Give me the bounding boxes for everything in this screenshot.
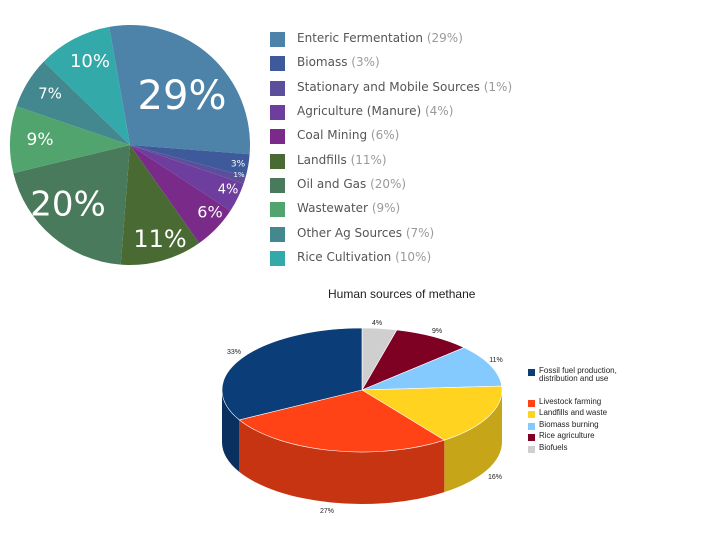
pie-slice-label: 29%	[138, 73, 227, 119]
legend1-item-coal: Coal Mining (6%)	[270, 127, 540, 147]
legend1-swatch	[270, 227, 285, 242]
legend2-label: Fossil fuel production, distribution and…	[539, 366, 617, 383]
pie3d-slice-label: 9%	[432, 328, 442, 335]
legend1-item-other-ag: Other Ag Sources (7%)	[270, 225, 540, 245]
legend1-item-manure: Agriculture (Manure) (4%)	[270, 103, 540, 123]
legend2-swatch	[528, 400, 535, 407]
pie-slice-label: 3%	[231, 160, 246, 170]
legend2-label: Biomass burning	[539, 420, 599, 429]
legend1-swatch	[270, 105, 285, 120]
legend2-swatch	[528, 411, 535, 418]
legend1-swatch	[270, 154, 285, 169]
legend2-label: Livestock farming	[539, 397, 602, 406]
legend2-label: Rice agriculture	[539, 431, 595, 440]
pie3d-side	[444, 390, 502, 493]
legend1-swatch	[270, 32, 285, 47]
pie3d-slice-label: 33%	[227, 349, 241, 356]
pie-slice	[130, 145, 231, 244]
legend1-swatch	[270, 202, 285, 217]
pie-slice	[9, 106, 130, 174]
pie-slice-label: 6%	[197, 203, 222, 222]
pie-slice	[130, 145, 250, 177]
legend1-pct: (1%)	[483, 80, 513, 94]
legend2-swatch	[528, 423, 535, 430]
legend1-pct: (6%)	[370, 128, 400, 142]
legend1-label: Wastewater	[297, 201, 368, 215]
pie-slice	[130, 145, 244, 211]
legend1-item-enteric: Enteric Fermentation (29%)	[270, 30, 540, 50]
pie-slice-label: 11%	[133, 225, 186, 253]
pie-slice	[43, 26, 130, 145]
legend1-item-oil-gas: Oil and Gas (20%)	[270, 176, 540, 196]
pie-slice-label: 4%	[218, 183, 239, 198]
pie3d-side	[239, 419, 445, 505]
pie-slice-label: 9%	[27, 130, 54, 150]
legend1-pct: (9%)	[371, 201, 401, 215]
legend1-label: Coal Mining	[297, 128, 368, 142]
pie3d-slice	[221, 327, 363, 421]
legend2-label: Biofuels	[539, 443, 568, 452]
legend1-label: Enteric Fermentation	[297, 31, 424, 45]
pie-slice-label: 20%	[30, 185, 106, 225]
pie3d-side	[222, 390, 240, 472]
pie3d-slice-label: 16%	[488, 474, 502, 481]
legend1-label: Agriculture (Manure)	[297, 104, 422, 118]
legend1-pct: (3%)	[351, 55, 380, 69]
pie3d-slice-label: 27%	[320, 508, 334, 515]
pie-slice	[120, 145, 200, 265]
legend1-pct: (10%)	[395, 250, 432, 264]
pie3d-slice-label: 11%	[489, 357, 503, 364]
legend1-item-stationary: Stationary and Mobile Sources (1%)	[270, 79, 540, 99]
legend1-label: Other Ag Sources	[297, 226, 402, 240]
legend1-label: Landfills	[297, 153, 347, 167]
pie-slice	[13, 145, 131, 265]
legend2-swatch	[528, 369, 535, 376]
pie3d-slice	[360, 385, 503, 441]
legend1-label: Biomass	[297, 55, 348, 69]
legend1-label: Stationary and Mobile Sources	[297, 80, 480, 94]
legend1-item-landfills: Landfills (11%)	[270, 152, 540, 172]
legend1-label: Oil and Gas	[297, 177, 367, 191]
pie-slice	[130, 145, 246, 184]
legend2-swatch	[528, 434, 535, 441]
legend1-pct: (11%)	[350, 153, 387, 167]
legend1-swatch	[270, 251, 285, 266]
legend1-item-wastewater: Wastewater (9%)	[270, 200, 540, 220]
legend2-label: Landfills and waste	[539, 408, 608, 417]
methane-sources-pie-chart: 29% 3%1% 4% 6% 11% 20% 9% 7% 10%	[9, 24, 251, 265]
pie-slice	[109, 24, 251, 155]
legend1-pct: (4%)	[424, 104, 454, 118]
legend1-swatch	[270, 81, 285, 96]
legend1-pct: (29%)	[426, 31, 463, 45]
legend2-swatch	[528, 446, 535, 453]
pie3d-slice	[238, 389, 446, 453]
legend1-item-rice: Rice Cultivation (10%)	[270, 249, 540, 269]
legend1-swatch	[270, 178, 285, 193]
legend1-swatch	[270, 129, 285, 144]
legend1-item-biomass: Biomass (3%)	[270, 54, 540, 74]
chart2-title: Human sources of methane	[328, 287, 476, 301]
pie3d-slice-label: 4%	[372, 320, 382, 327]
pie3d-slice	[361, 347, 503, 391]
pie-slice-label: 10%	[70, 51, 110, 72]
pie-slice-label: 7%	[38, 85, 62, 103]
pie-slice-label: 1%	[233, 171, 244, 179]
legend1-swatch	[270, 56, 285, 71]
legend1-pct: (20%)	[370, 177, 407, 191]
pie-slice	[16, 61, 131, 145]
pie3d-slice	[361, 329, 465, 391]
legend1-label: Rice Cultivation	[297, 250, 392, 264]
legend1-pct: (7%)	[405, 226, 435, 240]
